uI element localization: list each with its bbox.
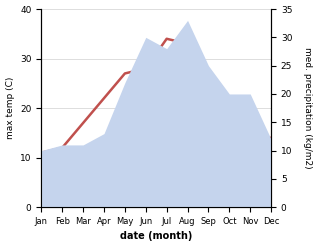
Y-axis label: med. precipitation (kg/m2): med. precipitation (kg/m2) bbox=[303, 47, 313, 169]
X-axis label: date (month): date (month) bbox=[120, 231, 192, 242]
Y-axis label: max temp (C): max temp (C) bbox=[5, 77, 15, 139]
